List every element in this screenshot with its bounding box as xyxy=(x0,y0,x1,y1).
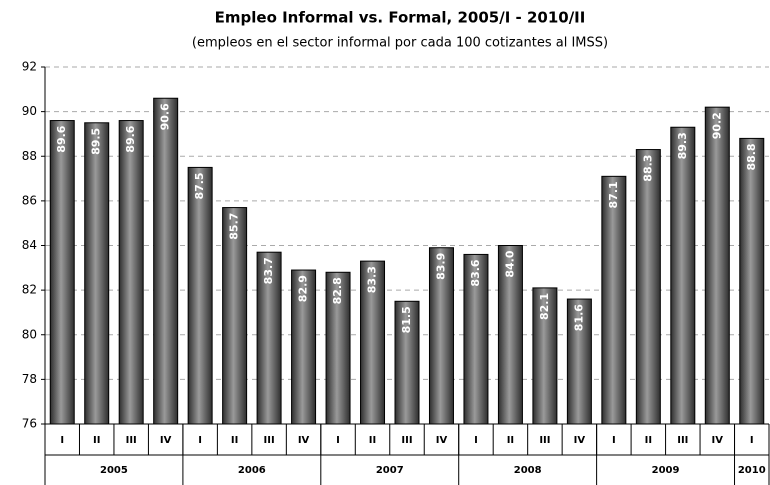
bar xyxy=(291,269,317,425)
value-label: 82.9 xyxy=(297,275,310,302)
group-label: 2009 xyxy=(652,465,680,476)
bar xyxy=(394,300,420,425)
y-tick-label: 92 xyxy=(22,60,37,74)
bar xyxy=(704,106,730,425)
x-tick-label: III xyxy=(401,435,412,446)
value-label: 88.3 xyxy=(641,155,654,182)
chart-subtitle: (empleos en el sector informal por cada … xyxy=(192,36,608,51)
x-tick-label: IV xyxy=(160,435,172,446)
value-label: 89.3 xyxy=(676,132,689,159)
value-label: 90.6 xyxy=(159,103,172,130)
group-label: 2006 xyxy=(238,465,266,476)
y-tick-label: 90 xyxy=(22,104,37,118)
y-tick-label: 78 xyxy=(22,372,37,386)
x-tick-label: I xyxy=(60,435,64,446)
x-tick-label: I xyxy=(474,435,478,446)
value-label: 88.8 xyxy=(745,143,758,170)
x-tick-label: IV xyxy=(436,435,448,446)
x-tick-label: I xyxy=(336,435,340,446)
value-label: 87.1 xyxy=(607,181,620,208)
value-label: 84.0 xyxy=(503,250,516,277)
bar xyxy=(49,120,75,425)
bar xyxy=(428,247,454,425)
y-tick-label: 88 xyxy=(22,149,37,163)
x-tick-label: II xyxy=(93,435,100,446)
x-tick-label: III xyxy=(126,435,137,446)
bar xyxy=(635,149,661,425)
y-tick-label: 86 xyxy=(22,193,37,207)
value-label: 82.8 xyxy=(331,277,344,304)
group-label: 2010 xyxy=(738,465,766,476)
y-tick-label: 80 xyxy=(22,327,37,341)
x-tick-label: IV xyxy=(298,435,310,446)
bar xyxy=(84,122,110,425)
value-label: 81.6 xyxy=(572,304,585,331)
bar xyxy=(256,251,282,425)
x-tick-label: I xyxy=(750,435,754,446)
group-label: 2005 xyxy=(100,465,128,476)
x-tick-label: IV xyxy=(574,435,586,446)
x-tick-label: II xyxy=(645,435,652,446)
bar xyxy=(360,260,386,425)
x-tick-label: II xyxy=(369,435,376,446)
bar xyxy=(739,137,765,425)
bar xyxy=(532,287,558,425)
x-tick-label: IV xyxy=(712,435,724,446)
value-label: 89.6 xyxy=(124,125,137,152)
value-label: 85.7 xyxy=(228,213,241,240)
value-label: 83.6 xyxy=(469,259,482,286)
group-label: 2007 xyxy=(376,465,404,476)
bar xyxy=(463,253,489,425)
bar xyxy=(187,166,213,425)
value-label: 83.9 xyxy=(434,253,447,280)
x-tick-label: I xyxy=(198,435,202,446)
bar xyxy=(566,298,592,425)
bar xyxy=(497,245,523,425)
value-label: 81.5 xyxy=(400,306,413,333)
x-tick-label: III xyxy=(539,435,550,446)
x-tick-label: II xyxy=(231,435,238,446)
value-label: 89.5 xyxy=(90,128,103,155)
value-label: 90.2 xyxy=(710,112,723,139)
group-label: 2008 xyxy=(514,465,542,476)
value-label: 89.6 xyxy=(55,125,68,152)
bar xyxy=(670,126,696,425)
bar xyxy=(601,175,627,425)
value-label: 87.5 xyxy=(193,172,206,199)
bar xyxy=(118,120,144,425)
x-tick-label: I xyxy=(612,435,616,446)
value-label: 83.7 xyxy=(262,257,275,284)
x-tick-label: II xyxy=(507,435,514,446)
x-tick-label: III xyxy=(677,435,688,446)
bar xyxy=(153,97,179,425)
value-label: 82.1 xyxy=(538,293,551,320)
chart-title: Empleo Informal vs. Formal, 2005/I - 201… xyxy=(215,9,586,27)
y-tick-label: 84 xyxy=(22,238,37,252)
y-tick-label: 82 xyxy=(22,283,37,297)
value-label: 83.3 xyxy=(366,266,379,293)
y-tick-label: 76 xyxy=(22,417,37,431)
bar xyxy=(325,271,351,425)
x-tick-label: III xyxy=(264,435,275,446)
